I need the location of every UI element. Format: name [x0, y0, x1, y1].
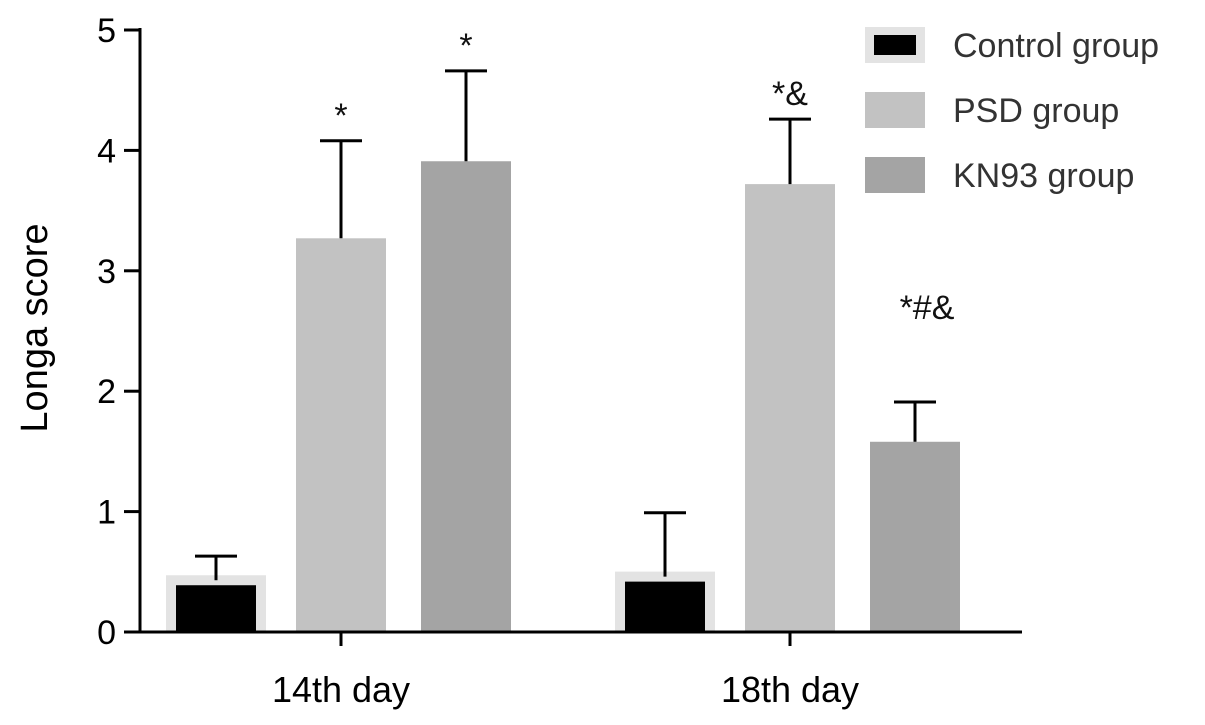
y-tick-label: 0 — [97, 614, 116, 652]
legend-label: KN93 group — [953, 157, 1134, 195]
legend-swatch-kn93-group — [865, 157, 925, 193]
bar-psd-group-14th-day — [296, 238, 386, 633]
annotations-layer: * * *& *#& — [334, 27, 954, 327]
legend-label: Control group — [953, 27, 1159, 65]
x-tick-label: 14th day — [272, 669, 410, 710]
y-tick-label: 3 — [97, 253, 116, 291]
bar-kn93-group-14th-day — [421, 161, 511, 632]
bars-layer — [166, 161, 960, 633]
legend-swatch-psd-group — [865, 92, 925, 128]
legend: Control group PSD group KN93 group — [865, 27, 1159, 195]
axes-layer: 14th day 18th day 0 1 2 3 4 5 — [97, 12, 1022, 710]
bar-psd-group-18th-day — [745, 184, 835, 632]
x-tick-label: 18th day — [721, 669, 859, 710]
y-tick-label: 1 — [97, 494, 116, 532]
y-axis-label: Longa score — [14, 223, 56, 432]
y-tick-label: 2 — [97, 373, 116, 411]
bar-control-group-18th-day — [625, 581, 705, 632]
significance-annotation: * — [459, 27, 472, 65]
significance-annotation: * — [334, 97, 347, 135]
legend-swatch-control-group — [874, 35, 916, 55]
bar-kn93-group-18th-day — [870, 441, 960, 632]
legend-label: PSD group — [953, 92, 1119, 130]
y-tick-label: 5 — [97, 12, 116, 50]
significance-annotation: *& — [772, 75, 808, 113]
bar-control-group-14th-day — [176, 585, 256, 632]
y-tick-label: 4 — [97, 132, 116, 170]
significance-annotation: *#& — [900, 289, 955, 327]
error-bars-layer — [195, 69, 936, 581]
